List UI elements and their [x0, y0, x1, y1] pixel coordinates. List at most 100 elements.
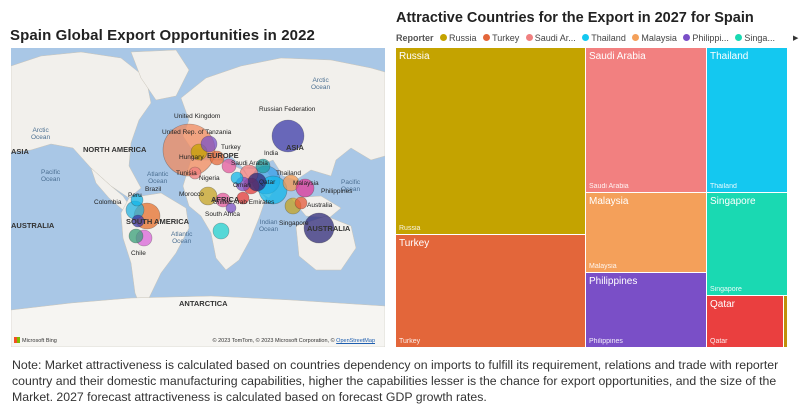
bubble-south-africa-2[interactable]: [225, 202, 237, 214]
continent-label-south-america: SOUTH AMERICA: [126, 217, 190, 226]
country-label-malaysia: Malaysia: [293, 180, 319, 187]
continent-label-asia-left: ASIA: [11, 147, 29, 156]
bubble-south-africa[interactable]: [212, 222, 230, 240]
bubble-chile-2[interactable]: [128, 228, 144, 244]
country-label-south-africa: South Africa: [205, 211, 241, 218]
bubble-nigeria[interactable]: [215, 192, 231, 208]
legend-item[interactable]: Malaysia: [632, 33, 677, 43]
bubble-africa-extra[interactable]: [236, 191, 250, 205]
treemap-cell-title: Turkey: [399, 238, 430, 249]
country-label-tanzania: United Rep. of Tanzania: [162, 129, 232, 136]
bing-logo: Microsoft Bing: [14, 337, 57, 344]
treemap-cell-title: Thailand: [710, 51, 749, 62]
bubble-turkey[interactable]: [209, 150, 225, 166]
greenland-land: [130, 49, 190, 101]
legend-item-label: Malaysia: [641, 33, 677, 43]
country-label-peru: Peru: [128, 192, 142, 199]
legend-item[interactable]: Singa...: [735, 33, 775, 43]
treemap-cell-title: Russia: [399, 51, 430, 62]
legend-item[interactable]: Philippi...: [683, 33, 729, 43]
legend-item-label: Philippi...: [692, 33, 729, 43]
bubble-united-kingdom[interactable]: [162, 123, 216, 177]
legend-label: Reporter: [396, 33, 434, 43]
bubble-europe-cluster[interactable]: [221, 158, 237, 174]
continent-label-africa: AFRICA: [211, 195, 240, 204]
treemap-cell-russia[interactable]: Russia Russia: [396, 48, 586, 235]
map-title: Spain Global Export Opportunities in 202…: [10, 27, 315, 44]
legend-item[interactable]: Turkey: [483, 33, 519, 43]
map-canvas: [11, 48, 385, 347]
treemap-cell-sublabel: Malaysia: [589, 263, 617, 270]
antarctica-land: [11, 295, 385, 347]
bubble-peru[interactable]: [130, 193, 144, 207]
country-label-united-kingdom: United Kingdom: [174, 113, 221, 120]
country-label-chile: Chile: [131, 250, 146, 257]
bubble-hungary-2[interactable]: [200, 135, 218, 153]
treemap-legend: Reporter Russia Turkey Saudi Ar... Thail…: [396, 33, 800, 45]
treemap-cell-malaysia[interactable]: Malaysia Malaysia: [586, 193, 707, 273]
country-label-colombia: Colombia: [94, 199, 122, 206]
bing-logo-text: Microsoft Bing: [22, 338, 57, 344]
legend-item[interactable]: Saudi Ar...: [525, 33, 576, 43]
treemap-cell-philippines[interactable]: Philippines Philippines: [586, 273, 707, 348]
treemap-cell-other[interactable]: [784, 296, 788, 348]
treemap-cell-sublabel: Qatar: [710, 338, 728, 345]
treemap-cell-title: Philippines: [589, 276, 638, 287]
ocean-label-pacific-right: Pacific Ocean: [341, 179, 361, 193]
legend-item[interactable]: Russia: [440, 33, 477, 43]
world-map[interactable]: Arctic Ocean Arctic Ocean Pacific Ocean Atl…: [11, 48, 385, 347]
country-label-thailand: Thailand: [276, 170, 301, 177]
continent-label-asia: ASIA: [286, 143, 304, 152]
bubble-tunisia[interactable]: [188, 166, 202, 180]
treemap-cell-sublabel: Saudi Arabia: [589, 183, 629, 190]
treemap-cell-sublabel: Philippines: [589, 338, 623, 345]
country-label-qatar: Qatar: [259, 179, 276, 186]
bubble-australia[interactable]: [303, 212, 335, 244]
treemap-cell-sublabel: Turkey: [399, 338, 421, 345]
treemap-cell-sublabel: Thailand: [710, 183, 737, 190]
country-label-oman: Oman: [233, 182, 251, 189]
treemap-cell-thailand[interactable]: Thailand Thailand: [707, 48, 788, 193]
continent-label-australia-left: AUSTRALIA: [11, 221, 55, 230]
legend-next-arrow-icon[interactable]: ▶: [793, 35, 799, 42]
bubble-singapore[interactable]: [294, 196, 308, 210]
openstreetmap-link[interactable]: OpenStreetMap: [336, 338, 375, 344]
bubble-uae[interactable]: [247, 172, 267, 192]
country-label-nigeria: Nigeria: [199, 175, 220, 182]
ocean-label-indian: Indian Ocean: [259, 219, 279, 233]
treemap-title: Attractive Countries for the Export in 2…: [396, 10, 754, 26]
legend-item[interactable]: Thailand: [582, 33, 626, 43]
bubble-middle-east-extra[interactable]: [230, 171, 244, 185]
bubble-philippines[interactable]: [295, 178, 315, 198]
treemap-cell-turkey[interactable]: Turkey Turkey: [396, 235, 586, 348]
map-copyright: © 2023 TomTom, © 2023 Microsoft Corporat…: [213, 338, 375, 344]
bubble-morocco[interactable]: [198, 186, 218, 206]
bubble-east-asia[interactable]: [255, 158, 271, 174]
country-label-turkey: Turkey: [221, 144, 241, 151]
legend-item-label: Saudi Ar...: [534, 33, 576, 43]
legend-item-label: Russia: [449, 33, 477, 43]
treemap-cell-title: Singapore: [710, 196, 756, 207]
treemap-cell-title: Malaysia: [589, 196, 629, 207]
legend-item-label: Singa...: [744, 33, 775, 43]
microsoft-logo-icon: [14, 337, 20, 343]
ocean-label-atlantic-south: Atlantic Ocean: [171, 231, 193, 245]
treemap-cell-title: Qatar: [710, 299, 736, 310]
continent-label-australia: AUSTRALIA: [307, 224, 351, 233]
treemap-cell-singapore[interactable]: Singapore Singapore: [707, 193, 788, 296]
country-label-uae: United Arab Emirates: [213, 199, 275, 206]
treemap-cell-title: Saudi Arabia: [589, 51, 646, 62]
treemap-cell-saudi-arabia[interactable]: Saudi Arabia Saudi Arabia: [586, 48, 707, 193]
country-label-saudi-arabia: Saudi Arabia: [231, 160, 268, 167]
bubble-south-america-3[interactable]: [131, 214, 145, 228]
bubble-russia[interactable]: [271, 119, 305, 153]
country-label-brazil: Brazil: [145, 186, 162, 193]
legend-dot-icon: [483, 34, 491, 41]
ocean-label-pacific-left: Pacific Ocean: [41, 169, 61, 183]
treemap-cell-qatar[interactable]: Qatar Qatar: [707, 296, 784, 348]
country-label-philippines: Philippines: [321, 188, 353, 195]
treemap-cell-sublabel: Singapore: [710, 286, 742, 293]
legend-dot-icon: [632, 34, 640, 41]
north-america-land: [11, 51, 152, 199]
treemap-chart: Russia Russia Turkey Turkey Saudi Arabia…: [396, 48, 788, 348]
